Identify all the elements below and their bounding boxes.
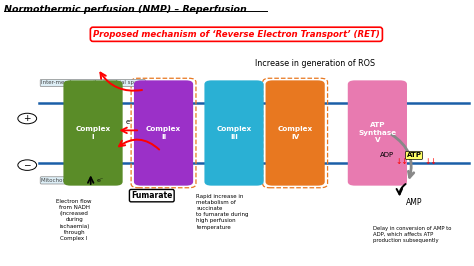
Text: Proposed mechanism of ‘Reverse Electron Transport’ (RET): Proposed mechanism of ‘Reverse Electron … (93, 30, 380, 39)
FancyBboxPatch shape (64, 80, 123, 186)
Text: ↓↓: ↓↓ (395, 157, 408, 166)
Text: Complex
II: Complex II (146, 126, 181, 140)
Text: +: + (24, 114, 31, 123)
Text: ADP: ADP (380, 152, 394, 158)
FancyBboxPatch shape (348, 80, 407, 186)
Text: Mitochondrial matrix: Mitochondrial matrix (41, 178, 99, 183)
Text: Delay in conversion of AMP to
ADP, which affects ATP
production subsequently: Delay in conversion of AMP to ADP, which… (373, 226, 451, 243)
FancyBboxPatch shape (134, 80, 193, 186)
Text: Increase in generation of ROS: Increase in generation of ROS (255, 59, 375, 68)
Text: e⁻: e⁻ (126, 119, 134, 125)
Text: Complex
I: Complex I (75, 126, 110, 140)
Text: e⁻: e⁻ (96, 178, 103, 183)
Text: ATP
Synthase
V: ATP Synthase V (358, 123, 396, 143)
Text: AMP: AMP (406, 198, 422, 207)
Text: Rapid increase in
metabolism of
succinate
to fumarate during
high perfusion
temp: Rapid increase in metabolism of succinat… (196, 194, 249, 230)
FancyBboxPatch shape (265, 80, 325, 186)
Text: Normothermic perfusion (NMP) – Reperfusion: Normothermic perfusion (NMP) – Reperfusi… (4, 5, 246, 14)
Text: Electron flow
from NADH
(increased
during
ischaemia)
through
Complex I: Electron flow from NADH (increased durin… (56, 199, 92, 241)
Text: ↓↓: ↓↓ (424, 157, 437, 166)
Text: −: − (24, 161, 31, 170)
Text: ATP: ATP (407, 152, 421, 158)
Text: Complex
III: Complex III (217, 126, 252, 140)
FancyBboxPatch shape (204, 80, 264, 186)
Text: Complex
IV: Complex IV (278, 126, 313, 140)
Text: Fumarate: Fumarate (131, 191, 173, 200)
Text: Inter-membrane mitochondrial space: Inter-membrane mitochondrial space (41, 81, 144, 85)
